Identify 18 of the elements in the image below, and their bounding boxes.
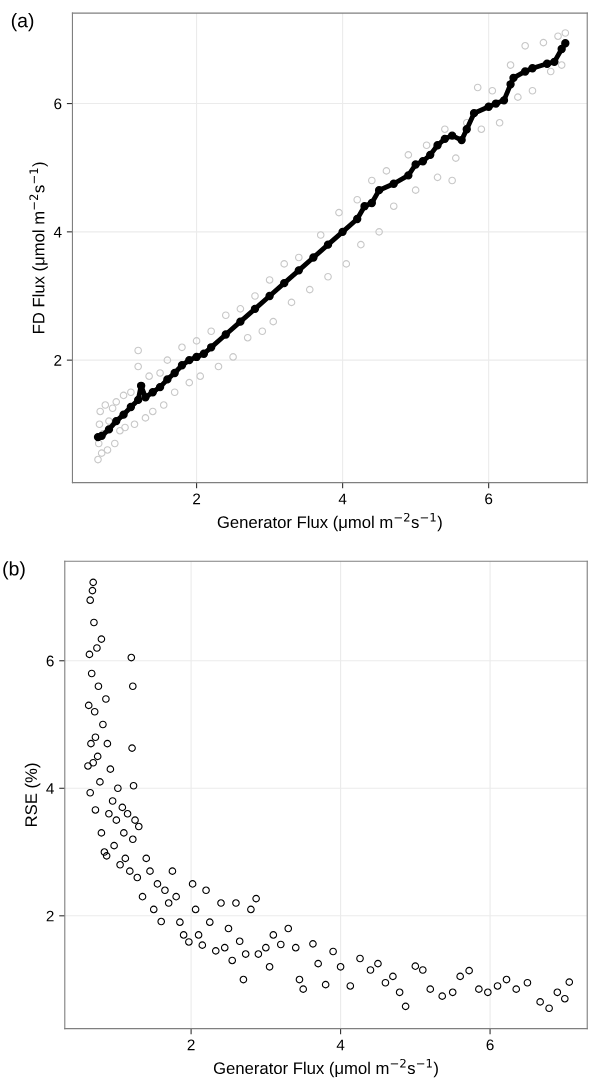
x-tick-label: 4 — [338, 493, 347, 505]
x-tick-label: 4 — [336, 1039, 345, 1051]
x-axis-title: Generator Flux (μmol m$^{−2}$s$^{−1}$) — [213, 1058, 438, 1078]
y-axis-title: FD Flux (μmol m$^{−2}$s$^{−1}$) — [29, 162, 48, 334]
x-axis-title: Generator Flux (μmol m$^{−2}$s$^{−1}$) — [217, 512, 442, 532]
y-tick-label: 2 — [46, 910, 54, 922]
x-tick-label: 2 — [187, 1039, 195, 1051]
x-tick-label: 6 — [485, 493, 493, 505]
text: (b) — [3, 561, 25, 580]
y-axis-title: RSE (%) — [24, 763, 41, 827]
y-tick-label: 2 — [54, 355, 62, 366]
x-tick-label: 2 — [193, 493, 201, 505]
text: (a) — [11, 13, 34, 32]
y-tick-label: 4 — [46, 783, 54, 794]
y-tick-label: 6 — [46, 655, 54, 667]
x-tick-label: 6 — [486, 1039, 494, 1051]
y-tick-label: 6 — [54, 98, 62, 110]
y-tick-label: 4 — [53, 226, 62, 238]
